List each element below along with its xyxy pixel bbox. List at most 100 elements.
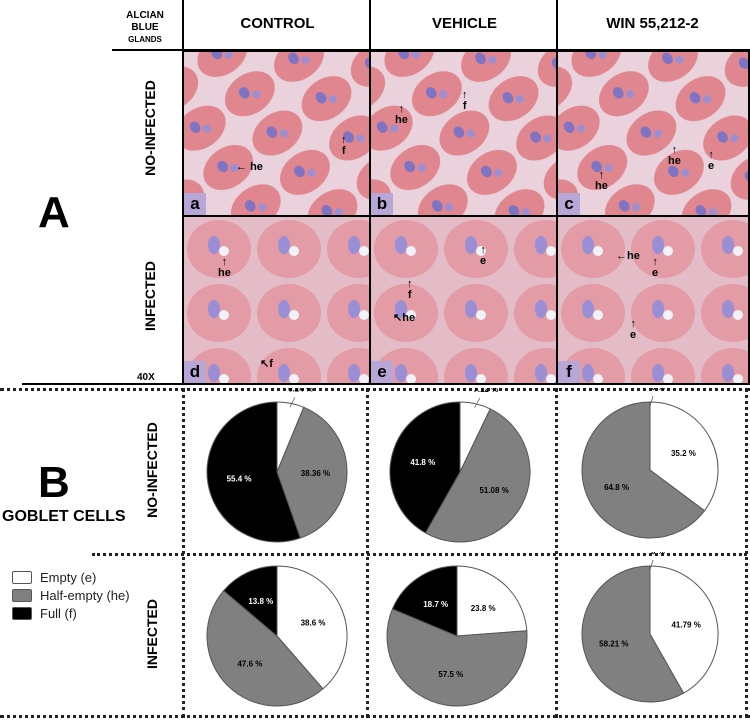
column-header-control: CONTROL <box>240 15 315 32</box>
row-label-no-infected-b: NO-INFECTED <box>144 422 160 518</box>
micrograph-tag: d <box>184 361 206 383</box>
micrograph-f: ←he ↑ e ↑ e f <box>556 215 750 385</box>
pie-chart-noinf-win: 35.2 % 64.8 % 0 % <box>581 383 732 557</box>
pie-slice <box>206 590 324 707</box>
legend-item-empty: Empty (e) <box>12 568 130 586</box>
leader-line <box>289 397 296 408</box>
grid-line <box>745 388 748 718</box>
annotation-he: ↑ he <box>395 103 408 126</box>
pie-slice <box>276 406 348 539</box>
pie-chart-noinf-vehicle: 7.12 % 51.08 % 41.8 % <box>389 385 544 561</box>
annotation-e: ↑ e <box>708 149 715 172</box>
micrograph-tag: e <box>371 361 393 383</box>
pie-slice-label: 38.6 % <box>301 619 326 628</box>
legend: Empty (e) Half-empty (he) Full (f) <box>12 568 130 622</box>
pie-slice <box>206 401 301 543</box>
leader-line <box>474 397 481 408</box>
row-label-infected: INFECTED <box>142 261 158 331</box>
corner-label: ALCIAN BLUE GLANDS <box>110 10 180 46</box>
leader-line <box>649 559 654 571</box>
pie-slice-label: 38.36 % <box>301 469 330 478</box>
pie-slice-label: 57.5 % <box>438 670 463 679</box>
pie-slice-label: 58.21 % <box>599 640 628 649</box>
annotation-he: ↑ he <box>668 144 681 167</box>
grid-line <box>182 388 185 718</box>
grid-line <box>555 388 558 718</box>
grid-line <box>0 715 750 718</box>
pie-chart-inf-control: 38.6 % 47.6 % 13.8 % <box>206 565 361 725</box>
magnification-label: 40X <box>137 372 155 383</box>
annotation-he: ←he <box>616 250 640 262</box>
pie-slice-label: 13.8 % <box>248 597 273 606</box>
swatch-half-empty <box>12 588 32 602</box>
pie-slice <box>391 565 458 637</box>
annotation-he: ↑ he <box>218 256 231 279</box>
legend-item-full: Full (f) <box>12 604 130 622</box>
pie-slice-label: 51.08 % <box>479 486 508 495</box>
pie-slice <box>276 565 348 690</box>
pie-slice-label: 41.79 % <box>671 620 700 629</box>
pie-slice <box>456 565 528 637</box>
pie-slice <box>581 565 685 703</box>
pie-slice <box>581 401 706 539</box>
pie-slice-label: 23.8 % <box>471 604 496 613</box>
annotation-f: ↖f <box>260 358 273 370</box>
annotation-e: ↑ e <box>652 256 659 279</box>
swatch-empty <box>12 570 32 584</box>
pie-slice-label: 35.2 % <box>671 449 696 458</box>
annotation-he: ↑ he <box>595 169 608 192</box>
annotation-f: ↑ f <box>341 134 347 157</box>
leader-line <box>649 395 654 407</box>
column-header-win: WIN 55,212-2 <box>606 15 699 32</box>
pie-slice-label: 6.24 % <box>288 388 313 394</box>
annotation-f: ↑ f <box>462 89 468 112</box>
annotation-he: ↖he <box>393 312 416 324</box>
annotation-e: ↑ e <box>630 318 637 341</box>
column-header-vehicle: VEHICLE <box>431 15 497 32</box>
grid-line <box>92 553 747 556</box>
panel-a-label: A <box>38 188 70 237</box>
pie-slice <box>222 565 278 638</box>
micrograph-tag: a <box>184 193 206 215</box>
micrograph-a: ← he ↑ f a <box>182 50 371 217</box>
pie-slice-label: 18.7 % <box>423 600 448 609</box>
row-label-infected-b: INFECTED <box>144 599 160 669</box>
row-label-no-infected: NO-INFECTED <box>142 80 158 176</box>
pie-slice <box>424 408 531 543</box>
micrograph-tag: b <box>371 193 393 215</box>
header-divider <box>182 0 184 50</box>
header-divider <box>556 0 558 50</box>
header-divider <box>369 0 371 50</box>
corner-line3: GLANDS <box>128 35 162 44</box>
micrograph-c: ↑ he ↑ he ↑ e c <box>556 50 750 217</box>
pie-slice <box>386 608 528 707</box>
corner-line1: ALCIAN <box>126 10 164 21</box>
annotation-e: ↑ e <box>480 244 487 267</box>
pie-slice-label: 7.12 % <box>473 388 498 394</box>
pie-chart-inf-vehicle: 23.8 % 57.5 % 18.7 % <box>386 565 541 725</box>
pie-slice-label: 64.8 % <box>604 483 629 492</box>
grid-line <box>366 388 369 718</box>
panel-b-label: B <box>38 458 70 507</box>
pie-slice-label: 0 % <box>651 388 665 392</box>
micrograph-tag: f <box>558 361 580 383</box>
annotation-he: ← he <box>236 161 263 173</box>
goblet-cells-title: GOBLET CELLS <box>2 508 126 525</box>
pie-slice <box>389 401 461 534</box>
pie-chart-inf-win: 41.79 % 58.21 % 0 % <box>581 547 732 721</box>
grid-line <box>0 388 750 391</box>
micrograph-b: ↑ he ↑ f b <box>369 50 558 217</box>
pie-slice-label: 47.6 % <box>237 659 262 668</box>
corner-line2: BLUE <box>131 22 159 33</box>
pie-slice <box>649 401 719 512</box>
pie-chart-noinf-control: 6.24 % 38.36 % 55.4 % <box>206 385 361 561</box>
micrograph-d: ↑ he ↖f d <box>182 215 371 385</box>
legend-item-half-empty: Half-empty (he) <box>12 586 130 604</box>
micrograph-tag: c <box>558 193 580 215</box>
annotation-f: ↑ f <box>407 278 413 301</box>
pie-slice-label: 55.4 % <box>227 475 252 484</box>
swatch-full <box>12 606 32 620</box>
micrograph-e: ↑ e ↑ f ↖he e <box>369 215 558 385</box>
pie-slice <box>649 565 719 694</box>
pie-slice-label: 41.8 % <box>410 458 435 467</box>
